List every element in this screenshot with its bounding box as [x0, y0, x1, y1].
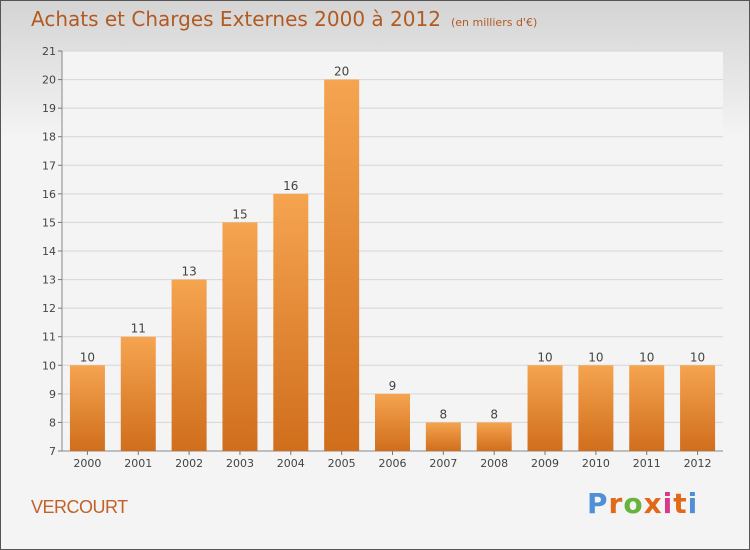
y-tick-label: 11	[42, 331, 56, 344]
y-tick-label: 12	[42, 302, 56, 315]
chart-title-text: Achats et Charges Externes 2000 à 2012	[31, 7, 441, 31]
bar	[527, 365, 563, 451]
bar	[120, 336, 156, 451]
x-tick-label: 2009	[531, 457, 559, 470]
x-tick-label: 2003	[226, 457, 254, 470]
y-tick-label: 8	[49, 416, 56, 429]
data-label: 10	[639, 350, 654, 364]
bar	[273, 193, 309, 451]
chart-subtitle: (en milliers d'€)	[450, 16, 538, 29]
proxiti-logo: Proxiti	[587, 487, 698, 520]
x-tick-label: 2012	[684, 457, 712, 470]
logo-letter: t	[673, 487, 688, 520]
data-label: 16	[283, 179, 298, 193]
data-label: 10	[537, 350, 552, 364]
x-tick-label: 2000	[73, 457, 101, 470]
data-label: 10	[80, 350, 95, 364]
data-label: 9	[389, 379, 397, 393]
data-label: 20	[334, 65, 349, 79]
logo-letter: o	[623, 487, 644, 520]
x-tick-label: 2001	[124, 457, 152, 470]
data-label: 10	[588, 350, 603, 364]
x-tick-label: 2010	[582, 457, 610, 470]
y-tick-label: 9	[49, 388, 56, 401]
x-tick-label: 2011	[633, 457, 661, 470]
bar	[375, 393, 410, 451]
bar	[171, 279, 207, 451]
y-tick-label: 21	[42, 45, 56, 58]
y-tick-label: 16	[42, 188, 56, 201]
y-tick-label: 18	[42, 131, 56, 144]
y-tick-label: 19	[42, 102, 56, 115]
bar	[69, 365, 105, 451]
logo-letter: r	[608, 487, 624, 520]
bar	[222, 222, 258, 451]
logo-letter: x	[643, 487, 663, 520]
y-tick-label: 17	[42, 159, 56, 172]
y-tick-label: 10	[42, 359, 56, 372]
y-tick-label: 15	[42, 216, 56, 229]
data-label: 11	[131, 322, 146, 336]
y-tick-label: 7	[49, 445, 56, 458]
bar	[578, 365, 614, 451]
x-tick-label: 2006	[379, 457, 407, 470]
bar	[680, 365, 716, 451]
x-tick-label: 2007	[429, 457, 457, 470]
bar	[629, 365, 665, 451]
bar	[476, 422, 512, 451]
logo-letter: i	[687, 487, 699, 520]
commune-name: VERCOURT	[31, 497, 128, 517]
bar	[324, 79, 360, 452]
y-tick-label: 20	[42, 74, 56, 87]
x-tick-label: 2005	[328, 457, 356, 470]
data-label: 10	[690, 350, 705, 364]
y-tick-label: 13	[42, 274, 56, 287]
logo-letter: i	[662, 487, 674, 520]
x-tick-label: 2008	[480, 457, 508, 470]
chart-title: Achats et Charges Externes 2000 à 2012 (e…	[31, 7, 537, 31]
y-tick-label: 14	[42, 245, 56, 258]
bar	[425, 422, 461, 451]
data-label: 13	[181, 265, 196, 279]
x-tick-label: 2002	[175, 457, 203, 470]
data-label: 15	[232, 207, 247, 221]
x-tick-label: 2004	[277, 457, 305, 470]
data-label: 8	[490, 407, 498, 421]
logo-letter: P	[587, 487, 609, 520]
data-label: 8	[440, 407, 448, 421]
